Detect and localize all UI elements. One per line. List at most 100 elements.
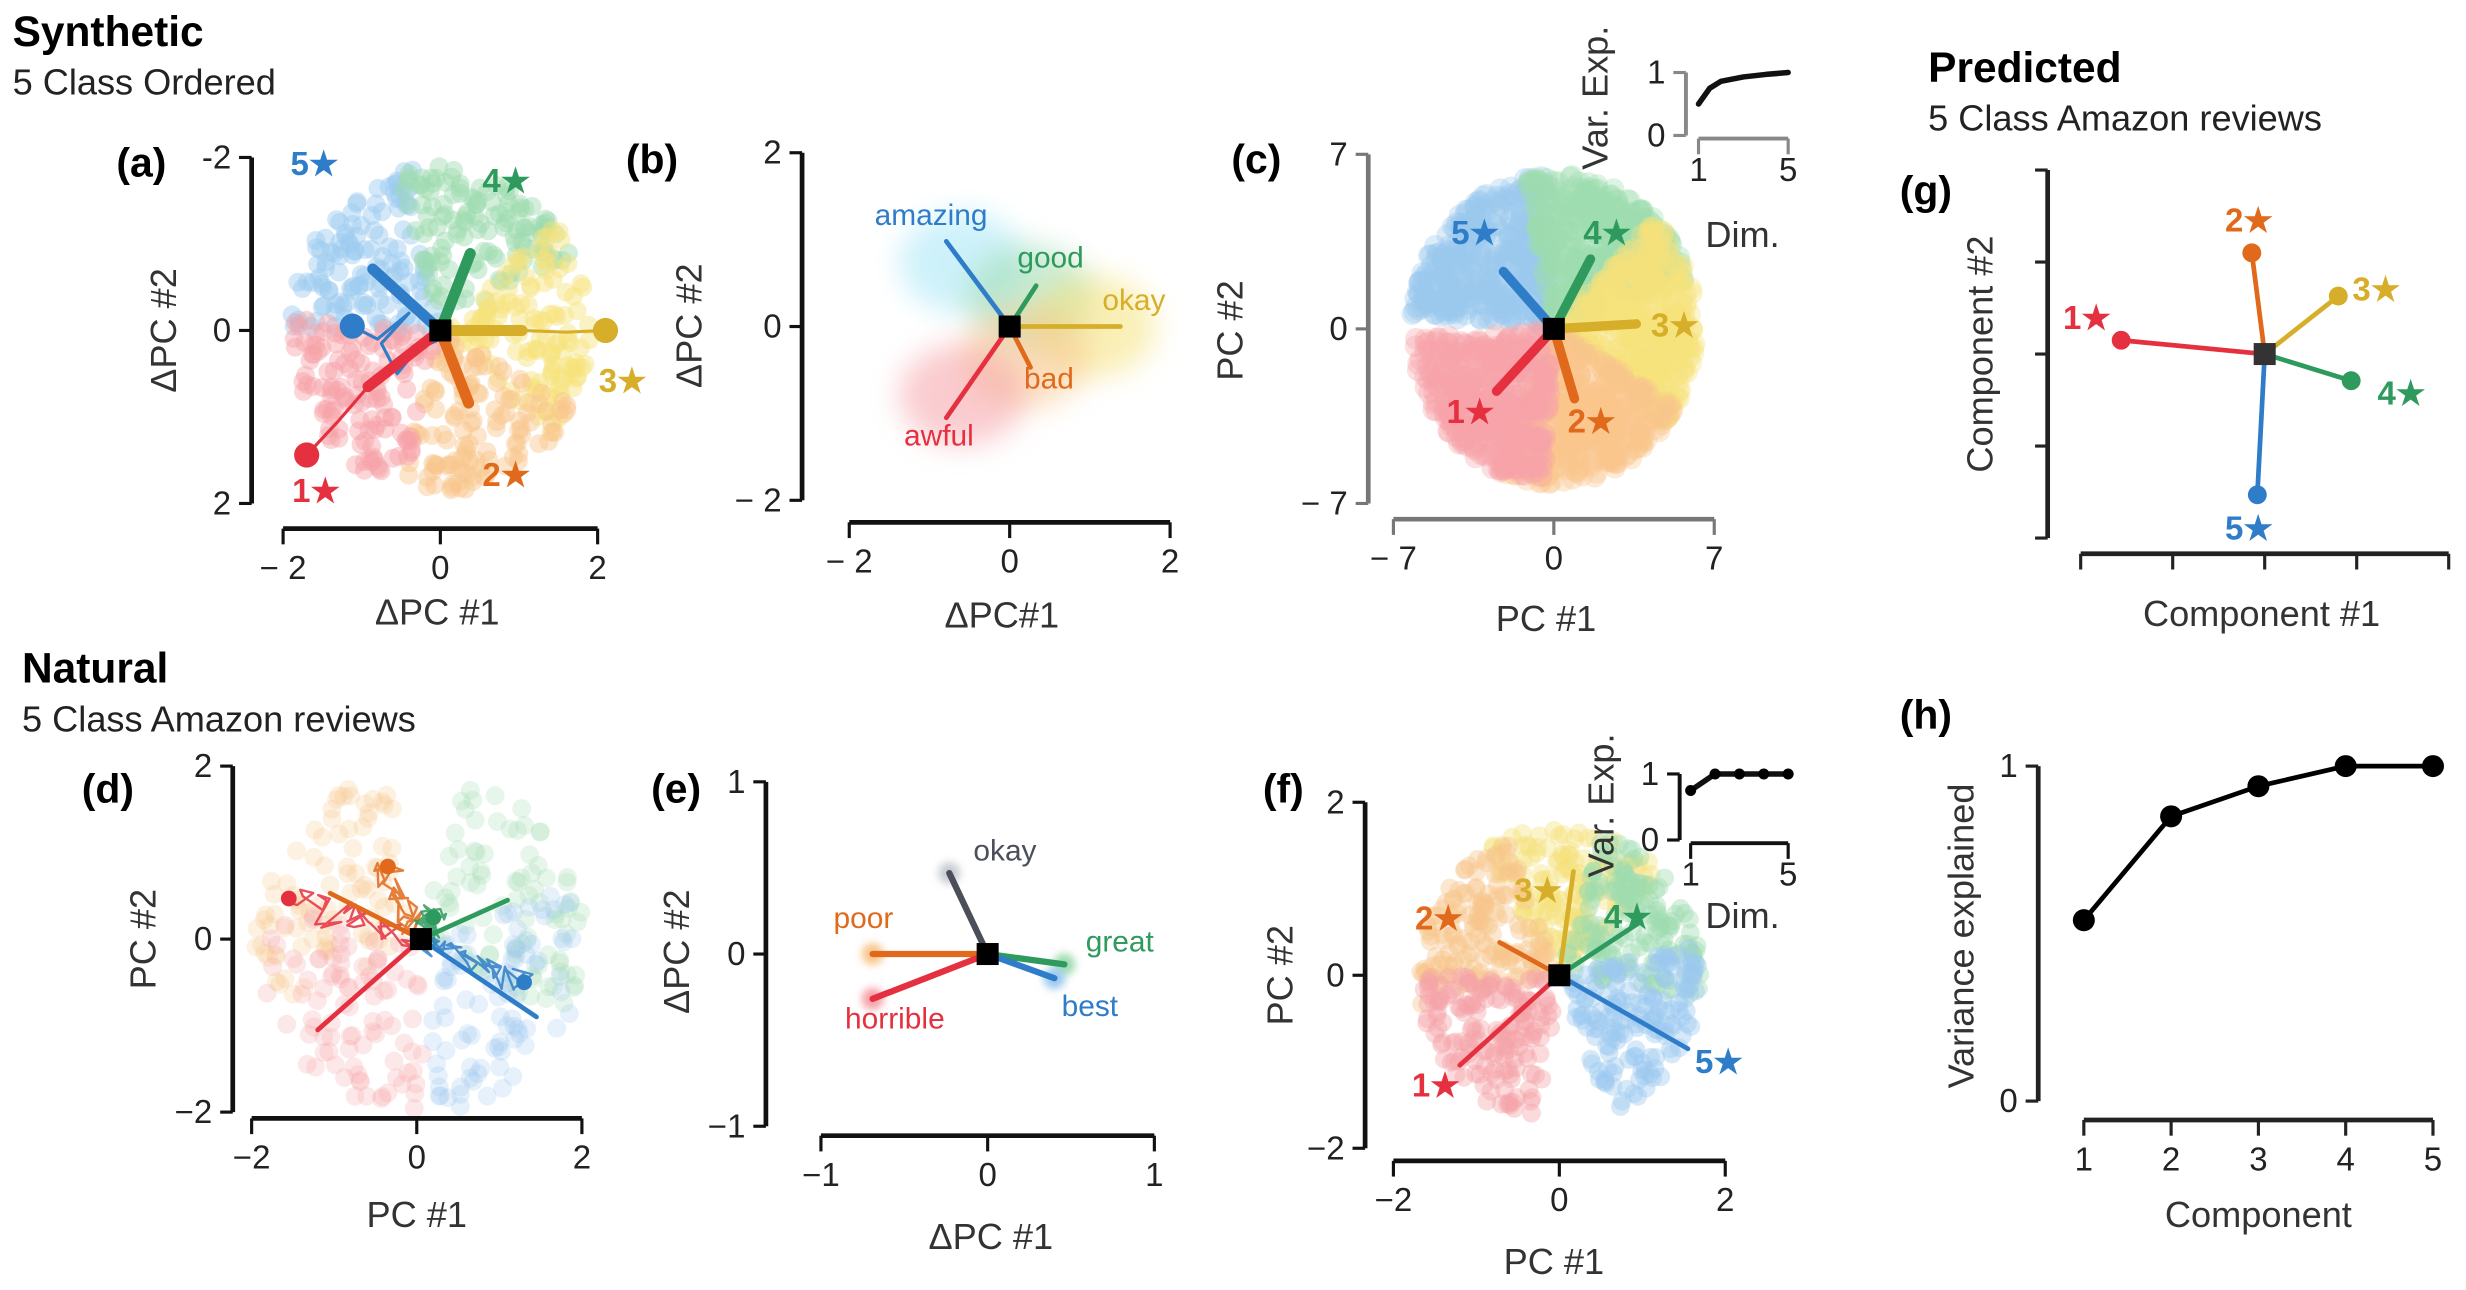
- scatter-point: [391, 251, 411, 271]
- trajectory-endpoint: [339, 313, 365, 339]
- y-tick-label: 0: [1647, 116, 1665, 153]
- trajectory-endpoint: [294, 442, 320, 468]
- scatter-point: [402, 431, 422, 451]
- scatter-point: [342, 203, 362, 223]
- scatter-point: [362, 436, 382, 456]
- scatter-point: [399, 431, 418, 451]
- scatter-point: [1434, 254, 1457, 277]
- scatter-point: [529, 407, 548, 427]
- scatter-point: [375, 419, 395, 439]
- scatter-point: [1540, 275, 1563, 298]
- scatter-point: [573, 277, 593, 297]
- x-tick-label: 0: [1550, 1181, 1568, 1218]
- y-axis-label: Var. Exp.: [1581, 733, 1622, 877]
- scatter-point: [506, 342, 526, 361]
- arm-endpoint: [2111, 330, 2131, 350]
- scatter-point: [522, 395, 542, 414]
- y-axis-label: PC #2: [1260, 925, 1301, 1025]
- scatter-point: [518, 393, 538, 413]
- scatter-point: [399, 168, 419, 188]
- scatter-point: [1519, 170, 1542, 193]
- panel-label: (f): [1263, 765, 1304, 811]
- scatter-point: [429, 291, 449, 310]
- scatter-point: [1445, 240, 1468, 263]
- panel-label: (d): [82, 765, 134, 811]
- scatter-point: [349, 421, 369, 441]
- scatter-point: [550, 376, 570, 396]
- scatter-point: [530, 310, 550, 330]
- scatter-point: [1538, 245, 1561, 268]
- readout-arm: [362, 324, 446, 393]
- class-label: 4★: [482, 162, 530, 199]
- scatter-point: [322, 799, 342, 819]
- trajectory-endpoint: [592, 317, 619, 344]
- scatter-point: [478, 242, 498, 262]
- scatter-point: [463, 309, 483, 329]
- scatter-point: [364, 986, 384, 1006]
- scatter-point: [365, 420, 385, 440]
- scatter-point: [396, 195, 416, 215]
- scatter-point: [1507, 451, 1530, 474]
- scatter-point: [319, 426, 338, 446]
- scatter-point: [382, 408, 402, 428]
- scatter-point: [294, 333, 314, 352]
- scatter-point: [373, 247, 393, 267]
- scatter-point: [1472, 911, 1492, 931]
- scatter-point: [302, 344, 322, 364]
- scatter-point: [470, 384, 489, 404]
- scatter-point: [561, 358, 581, 378]
- scatter-point: [463, 790, 483, 810]
- scatter-point: [322, 402, 342, 422]
- class-label: 4★: [1583, 214, 1631, 251]
- scatter-point: [380, 237, 399, 257]
- scatter-point: [1482, 292, 1505, 315]
- x-tick-label: −2: [233, 1139, 271, 1176]
- scatter-point: [511, 419, 531, 439]
- scatter-point: [427, 1054, 447, 1074]
- scatter-point: [368, 178, 388, 198]
- scatter-point: [349, 276, 369, 296]
- x-tick-label: 1: [1681, 856, 1699, 893]
- scatter-point: [1531, 231, 1554, 254]
- scatter-point: [314, 979, 334, 999]
- scatter-point: [303, 273, 323, 292]
- scatter-point: [536, 402, 556, 421]
- scatter-point: [549, 222, 569, 242]
- scatter-point: [1491, 292, 1514, 315]
- scatter-point: [472, 308, 492, 328]
- scatter-point: [364, 221, 384, 241]
- scatter-point: [325, 323, 345, 343]
- scatter-point: [533, 228, 553, 248]
- scatter-point: [468, 191, 488, 211]
- scatter-point: [507, 220, 527, 240]
- scatter-point: [1537, 186, 1560, 209]
- scatter-point: [512, 232, 532, 252]
- scatter-point: [541, 344, 561, 364]
- scatter-point: [511, 294, 531, 314]
- scatter-point: [398, 171, 418, 191]
- word-label: amazing: [875, 199, 988, 232]
- scatter-point: [485, 400, 505, 420]
- scatter-point: [1484, 275, 1507, 298]
- scatter-point: [346, 350, 366, 370]
- scatter-point: [505, 434, 525, 454]
- y-tick-label: 1: [1641, 755, 1659, 792]
- scatter-point: [538, 386, 558, 406]
- scatter-point: [372, 314, 392, 334]
- scatter-point: [1599, 1043, 1619, 1063]
- scatter-point: [534, 311, 554, 331]
- class-label: 5★: [291, 145, 339, 182]
- x-tick-label: − 2: [826, 543, 873, 580]
- scatter-point: [1470, 308, 1493, 331]
- scatter-point: [439, 259, 459, 279]
- scatter-point: [382, 330, 401, 349]
- scatter-point: [347, 226, 367, 246]
- scatter-point: [415, 351, 435, 371]
- scatter-point: [557, 867, 577, 887]
- scatter-point: [301, 317, 321, 337]
- scatter-point: [297, 375, 317, 395]
- x-axis-label: ΔPC #1: [375, 592, 500, 633]
- scatter-point: [477, 306, 497, 326]
- scatter-point: [543, 355, 563, 375]
- inset-point: [1782, 768, 1794, 780]
